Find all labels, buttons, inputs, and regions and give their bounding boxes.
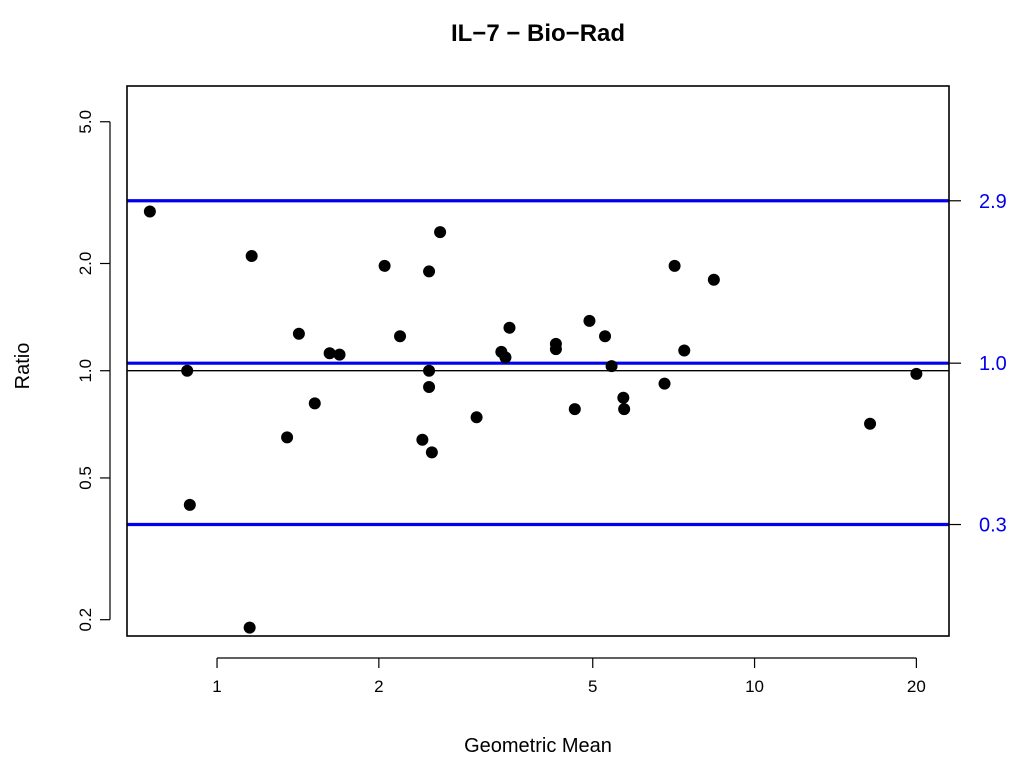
data-point	[243, 621, 256, 634]
data-point	[503, 321, 516, 334]
data-point	[423, 381, 436, 394]
data-point	[605, 360, 618, 373]
y-tick-label: 2.0	[76, 252, 95, 276]
data-point	[323, 347, 336, 360]
y-tick-label: 0.5	[76, 466, 95, 490]
data-point	[292, 327, 305, 340]
data-point	[308, 397, 321, 410]
x-tick-label: 2	[374, 677, 383, 696]
x-tick-label: 20	[907, 677, 926, 696]
data-point	[864, 417, 877, 430]
data-point	[549, 343, 562, 356]
data-point	[658, 377, 671, 390]
data-point	[678, 344, 691, 357]
data-point	[394, 330, 407, 343]
y-tick-label: 5.0	[76, 110, 95, 134]
y-axis-label: Ratio	[12, 343, 34, 390]
data-point	[143, 205, 156, 218]
data-point	[707, 273, 720, 286]
plot-area	[127, 199, 949, 634]
data-point	[245, 249, 258, 262]
limit-line-label: 0.3	[979, 515, 1007, 537]
limit-line-label: 1.0	[979, 353, 1007, 375]
data-point	[423, 265, 436, 278]
data-point	[568, 403, 581, 416]
data-point	[668, 259, 681, 272]
plot-frame	[126, 85, 950, 637]
x-tick-label: 10	[745, 677, 764, 696]
data-point	[470, 411, 483, 424]
x-axis-label: Geometric Mean	[464, 735, 612, 757]
data-point	[583, 314, 596, 327]
chart-title: IL−7 − Bio−Rad	[451, 20, 625, 47]
y-tick-label: 1.0	[76, 359, 95, 383]
y-tick-label: 0.2	[76, 608, 95, 632]
data-point	[499, 351, 512, 364]
limit-line-label: 2.9	[979, 191, 1007, 213]
data-point	[425, 446, 438, 459]
data-point	[617, 391, 630, 404]
x-tick-label: 5	[588, 677, 597, 696]
x-tick-label: 1	[212, 677, 221, 696]
data-point	[910, 367, 923, 380]
data-point	[434, 226, 447, 239]
data-point	[378, 259, 391, 272]
data-point	[416, 433, 429, 446]
data-point	[423, 364, 436, 377]
data-point	[333, 348, 346, 361]
data-point	[618, 403, 631, 416]
data-point	[281, 431, 294, 444]
data-point	[599, 330, 612, 343]
data-point	[183, 498, 196, 511]
data-point	[181, 364, 194, 377]
